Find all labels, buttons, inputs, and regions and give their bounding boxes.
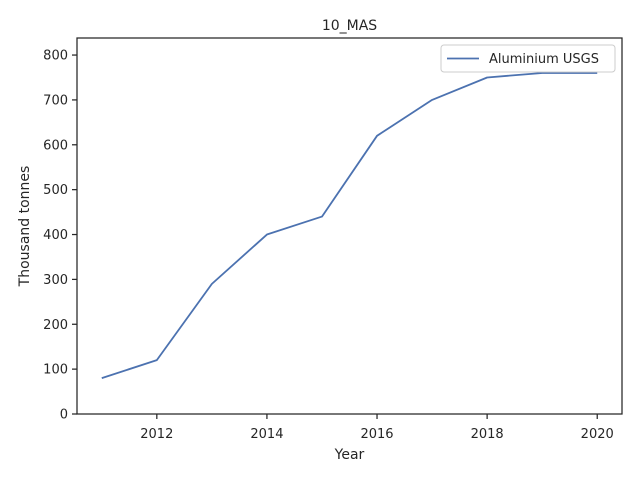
x-tick-label: 2014	[250, 427, 283, 442]
x-tick-label: 2016	[360, 427, 393, 442]
plot-frame	[76, 37, 623, 415]
y-tick-label: 400	[43, 228, 68, 243]
y-tick-label: 0	[60, 408, 68, 423]
y-tick-label: 500	[43, 183, 68, 198]
x-tick-label: 2020	[581, 427, 614, 442]
x-tick-label: 2018	[471, 427, 504, 442]
y-tick-label: 300	[43, 273, 68, 288]
chart-title: 10_MAS	[322, 18, 377, 34]
series-line	[101, 72, 598, 379]
legend-box	[440, 44, 616, 73]
y-tick-label: 800	[43, 49, 68, 64]
x-tick-label: 2012	[140, 427, 173, 442]
y-tick-label: 700	[43, 93, 68, 108]
axis-ticks: 0 100 200 300 400 500 600 700 800 2012 2014 2016 201…	[43, 49, 614, 442]
legend-label: Aluminium USGS	[489, 52, 599, 67]
legend: Aluminium USGS	[440, 44, 616, 73]
x-axis-label: Year	[334, 447, 365, 463]
y-axis-label: Thousand tonnes	[17, 166, 33, 288]
series-layer	[101, 72, 598, 379]
y-tick-label: 100	[43, 363, 68, 378]
y-tick-label: 600	[43, 138, 68, 153]
y-tick-label: 200	[43, 318, 68, 333]
